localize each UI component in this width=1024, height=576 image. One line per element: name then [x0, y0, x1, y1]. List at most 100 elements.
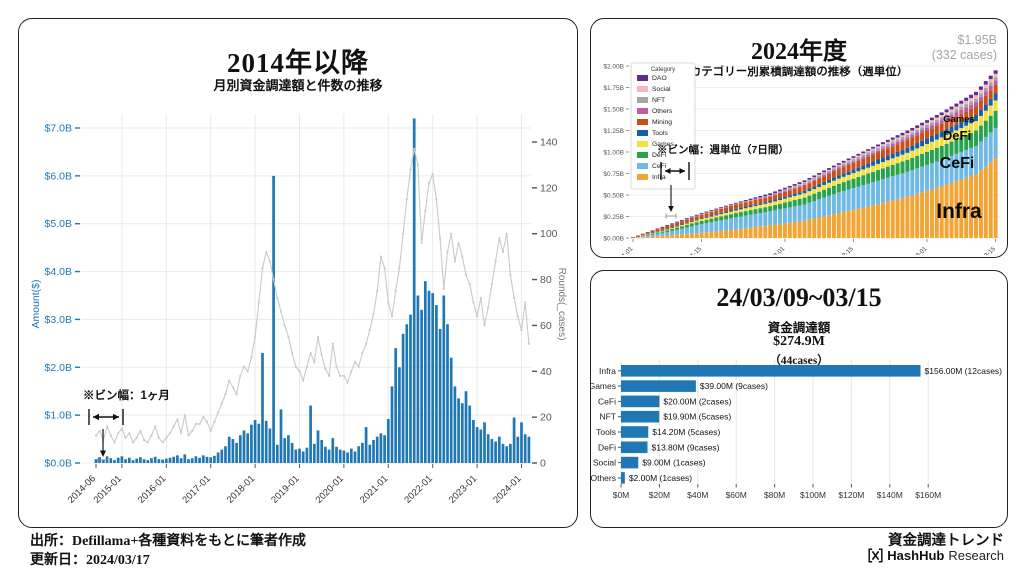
panel-monthly-since-2014: 2014年以降 月別資金調達額と件数の推移 $0.0B $1.0B $2.0B $3.…: [18, 18, 578, 528]
svg-text:2023-01: 2023-01: [447, 473, 479, 505]
brand-row: HashHub Research: [868, 548, 1004, 563]
topright-chart-title: 2024年度: [751, 39, 847, 65]
svg-text:$1.75B: $1.75B: [603, 85, 624, 92]
svg-text:Rounds(_cases): Rounds(_cases): [556, 268, 567, 341]
monthly-funding-chart: $0.0B $1.0B $2.0B $3.0B $4.0B $5.0B $6.0B $7.0B…: [30, 114, 567, 506]
svg-text:2016-01: 2016-01: [136, 473, 168, 505]
svg-text:DeFi: DeFi: [598, 442, 616, 452]
panel-week-breakdown: 24/03/09~03/15 資金調達額 $274.9M （44cases） $…: [590, 270, 1008, 528]
svg-text:CeFi: CeFi: [652, 163, 667, 170]
svg-text:$1.0B: $1.0B: [45, 410, 72, 422]
svg-text:$39.00M (9cases): $39.00M (9cases): [700, 381, 768, 391]
svg-text:2024-03-01: 2024-03-01: [901, 245, 929, 255]
category-amount-bars: Infra $156.00M (12cases) Games $39.00M (9ca…: [591, 365, 1002, 484]
cumulative-category-chart: $0.00B $0.25B $0.50B $0.75B $1.00B $1.25B $1.5…: [603, 62, 1001, 255]
svg-text:2024-02-01: 2024-02-01: [759, 245, 787, 255]
hashhub-logo-icon: [868, 548, 883, 563]
bottomright-total: $274.9M: [773, 334, 825, 349]
svg-text:$2.00B: $2.00B: [603, 63, 624, 70]
svg-text:$9.00M (1cases): $9.00M (1cases): [642, 458, 705, 468]
topright-y-axis: $0.00B $0.25B $0.50B $0.75B $1.00B $1.25B $1.5…: [603, 63, 629, 242]
svg-text:Amount($): Amount($): [30, 279, 42, 328]
svg-text:$3.0B: $3.0B: [45, 314, 72, 326]
svg-text:NFT: NFT: [599, 412, 616, 422]
svg-text:$20M: $20M: [649, 490, 670, 500]
svg-text:Games: Games: [591, 381, 616, 391]
svg-text:2024-03-15: 2024-03-15: [969, 245, 997, 255]
panel-2024-cumulative: 2024年度 $1.95B (332 cases) カテゴリー別累積調達額の推移…: [590, 18, 1008, 258]
svg-text:$140M: $140M: [877, 490, 903, 500]
svg-text:2019-01: 2019-01: [269, 473, 301, 505]
svg-text:DeFi: DeFi: [943, 128, 971, 143]
svg-text:2024-02-15: 2024-02-15: [827, 245, 855, 255]
svg-text:120: 120: [540, 182, 558, 194]
svg-text:※ビン幅：週単位（7日間）: ※ビン幅：週単位（7日間）: [657, 143, 789, 156]
svg-text:Category: Category: [651, 67, 675, 73]
svg-text:60: 60: [540, 320, 552, 332]
svg-text:2024-01-15: 2024-01-15: [675, 245, 703, 255]
inline-category-labels: Games DeFi CeFi Infra: [936, 114, 982, 223]
svg-text:2020-01: 2020-01: [314, 473, 346, 505]
cumulative-stacked-bars: [631, 70, 998, 238]
svg-text:$40M: $40M: [687, 490, 708, 500]
svg-text:$14.20M (5cases): $14.20M (5cases): [652, 427, 720, 437]
topright-chart-subtitle: カテゴリー別累積調達額の推移（週単位）: [689, 66, 909, 78]
left-y-axis: $0.0B $1.0B $2.0B $3.0B $4.0B $5.0B $6.0B $7.0B…: [30, 123, 80, 470]
svg-text:$0.0B: $0.0B: [45, 458, 72, 470]
svg-text:Games: Games: [943, 114, 975, 125]
svg-text:$2.00M (1cases): $2.00M (1cases): [629, 473, 692, 483]
svg-text:2015-01: 2015-01: [92, 473, 124, 505]
svg-text:$7.0B: $7.0B: [45, 123, 72, 135]
svg-text:0: 0: [540, 458, 546, 470]
svg-text:Social: Social: [652, 86, 671, 93]
svg-text:$0.25B: $0.25B: [603, 214, 624, 221]
svg-text:$0M: $0M: [613, 490, 630, 500]
svg-text:Infra: Infra: [599, 366, 616, 376]
svg-text:$0.00B: $0.00B: [603, 235, 624, 242]
svg-text:80: 80: [540, 274, 552, 286]
svg-text:Infra: Infra: [652, 174, 666, 181]
svg-text:$60M: $60M: [726, 490, 747, 500]
source-note: 出所：Defillama+各種資料をもとに筆者作成: [30, 534, 307, 549]
rounds-line: [94, 147, 530, 444]
svg-text:DeFi: DeFi: [652, 152, 667, 159]
topright-x-axis: 2024-01-01 2024-01-15 2024-02-01 2024-02-15…: [607, 239, 997, 255]
svg-text:140: 140: [540, 136, 558, 148]
svg-text:CeFi: CeFi: [940, 155, 975, 172]
svg-text:$6.0B: $6.0B: [45, 170, 72, 182]
svg-text:2024-01-01: 2024-01-01: [607, 245, 635, 255]
svg-text:Social: Social: [593, 458, 616, 468]
svg-text:Games: Games: [652, 141, 675, 148]
svg-text:2017-01: 2017-01: [180, 473, 212, 505]
topright-bin-annotation: ※ビン幅：週単位（7日間）: [657, 143, 789, 219]
svg-text:※ビン幅：1ヶ月: ※ビン幅：1ヶ月: [83, 388, 170, 402]
svg-text:Others: Others: [652, 108, 673, 115]
bottomright-subtitle: 資金調達額: [767, 321, 831, 335]
svg-text:CeFi: CeFi: [598, 396, 616, 406]
svg-text:2021-01: 2021-01: [358, 473, 390, 505]
svg-text:$2.0B: $2.0B: [45, 362, 72, 374]
svg-text:$0.75B: $0.75B: [603, 171, 624, 178]
total-cases: (332 cases): [931, 48, 997, 62]
svg-text:$100M: $100M: [800, 490, 826, 500]
svg-text:100: 100: [540, 228, 558, 240]
right-y-axis: 0 20 40 60 80 100 120 140 Rounds(_cases): [532, 136, 567, 470]
svg-text:$160M: $160M: [915, 490, 941, 500]
brand-suffix: Research: [948, 548, 1004, 563]
updated-note: 更新日：2024/03/17: [30, 553, 150, 568]
svg-text:$1.50B: $1.50B: [603, 106, 624, 113]
left-chart-subtitle: 月別資金調達額と件数の推移: [213, 78, 383, 93]
svg-text:20: 20: [540, 412, 552, 424]
bottomright-chart-title: 24/03/09~03/15: [716, 283, 882, 312]
monthly-amount-bars: [94, 118, 531, 464]
topright-total-label: $1.95B (332 cases): [932, 33, 997, 63]
svg-text:Infra: Infra: [936, 200, 982, 223]
brand-name: HashHub: [887, 548, 945, 563]
svg-text:Mining: Mining: [652, 119, 672, 126]
total-amount: $1.95B: [957, 33, 997, 47]
svg-text:DAO: DAO: [652, 75, 667, 82]
svg-text:$1.00B: $1.00B: [603, 149, 624, 156]
svg-text:Others: Others: [591, 473, 616, 483]
weekly-breakdown-chart: $0M $20M $40M $60M $80M $100M $120M $140M $160M I…: [591, 359, 1002, 500]
svg-text:40: 40: [540, 366, 552, 378]
